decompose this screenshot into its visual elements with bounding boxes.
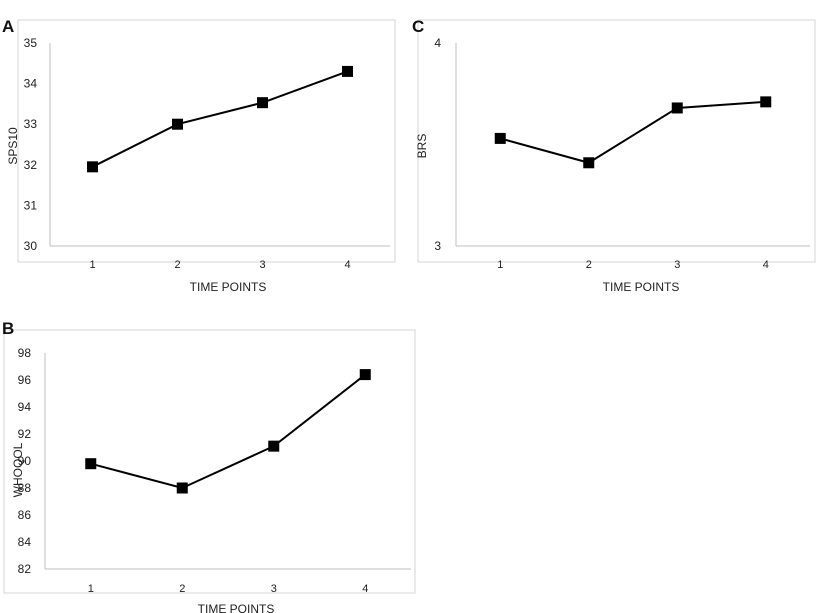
panel-b-y-title: WHOQOL: [11, 442, 25, 497]
panel-b-ytick-label: 82: [18, 562, 32, 576]
panel-a-data-point: [172, 118, 183, 130]
panel-a-ytick-label: 30: [24, 239, 38, 253]
panel-b-letter: B: [2, 319, 14, 338]
panel-c-xtick-label: 1: [497, 259, 503, 271]
panel-a-data-point: [257, 97, 268, 109]
panel-c-data-point: [494, 132, 506, 144]
panel-c-data-point: [671, 102, 683, 114]
panel-b-ytick-label: 84: [18, 535, 32, 549]
panel-b-xtick-label: 2: [179, 583, 185, 595]
panel-c-data-point: [760, 96, 772, 108]
panel-b-xtick-label: 3: [271, 583, 277, 595]
panel-b-data-point: [85, 458, 97, 470]
panel-c-frame: [417, 19, 816, 263]
panel-b-data-point: [176, 482, 188, 494]
panel-a-data-point: [87, 161, 98, 173]
panel-a-xtick-label: 4: [344, 259, 350, 271]
panel-c-xtick-label: 4: [763, 259, 769, 271]
panel-a-ytick-label: 33: [24, 117, 38, 131]
panel-a-frame: [17, 19, 396, 263]
panel-a-x-title: TIME POINTS: [190, 280, 267, 294]
panel-b-xtick-label: 1: [88, 583, 94, 595]
panel-a-y-title: SPS10: [6, 127, 20, 165]
panel-a-xtick-label: 3: [259, 259, 265, 271]
panel-c-y-title: BRS: [415, 134, 429, 159]
panel-b-series-line: [90, 373, 366, 490]
panel-c-x-title: TIME POINTS: [603, 280, 680, 294]
panel-c-data-point: [583, 157, 595, 169]
panel-a-data-point: [342, 65, 353, 77]
panel-b-frame: [3, 329, 416, 594]
panel-b-ytick-label: 94: [18, 400, 32, 414]
panel-a-series-line: [92, 70, 348, 168]
panel-a-xtick-label: 1: [89, 259, 95, 271]
panel-c-ytick-label: 4: [434, 36, 441, 50]
panel-b-ytick-label: 90: [18, 454, 32, 468]
panel-b-ytick-label: 88: [18, 481, 32, 495]
panel-b-ytick-label: 98: [18, 346, 32, 360]
panel-b-ytick-label: 92: [18, 427, 32, 441]
panel-b-data-point: [268, 440, 280, 452]
panel-c-series-line: [499, 100, 766, 164]
panel-c-xtick-label: 2: [586, 259, 592, 271]
panel-b-data-point: [359, 369, 371, 381]
panel-c-xtick-label: 3: [674, 259, 680, 271]
panel-a-ytick-label: 34: [24, 77, 38, 91]
panel-b-ytick-label: 86: [18, 508, 32, 522]
panel-b-ytick-label: 96: [18, 373, 32, 387]
panel-a-ytick-label: 35: [24, 36, 38, 50]
panel-c-letter: C: [412, 17, 424, 36]
panel-a-ytick-label: 32: [24, 158, 38, 172]
panel-a-xtick-label: 2: [174, 259, 180, 271]
panel-b-x-title: TIME POINTS: [198, 602, 275, 613]
panel-a-ytick-label: 31: [24, 198, 38, 212]
panel-c-ytick-label: 3: [434, 239, 441, 253]
panel-a-letter: A: [2, 17, 14, 36]
panel-b-xtick-label: 4: [362, 583, 368, 595]
